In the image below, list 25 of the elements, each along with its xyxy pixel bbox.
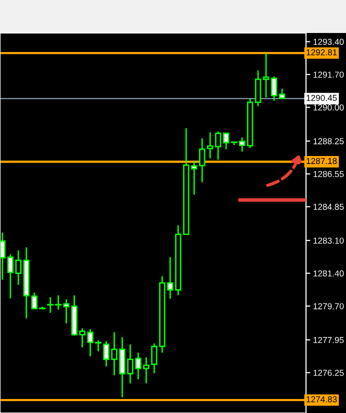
y-tick-label: 1279.70	[314, 303, 344, 310]
ref-line-label: 1274.83	[306, 396, 337, 402]
candlestick	[23, 247, 30, 318]
y-tick-label: 1286.55	[314, 170, 344, 178]
y-tick-label: 1283.10	[314, 238, 344, 244]
y-tick-label: 1293.40	[314, 38, 344, 45]
candlestick	[15, 250, 22, 285]
ref-line-label: 1292.81	[306, 49, 337, 56]
candlestick	[215, 132, 222, 160]
candlestick	[262, 53, 270, 98]
candlestick	[199, 138, 206, 182]
ref-line-label: 1287.18	[306, 158, 337, 164]
candlestick	[254, 70, 262, 106]
ref-line-label: 1290.45	[306, 94, 337, 101]
candlestick	[7, 254, 14, 298]
y-tick-label: 1290.00	[314, 104, 344, 111]
y-tick-label: 1276.25	[314, 370, 344, 376]
y-tick-label: 1284.85	[314, 204, 344, 210]
y-tick-label: 1291.70	[314, 72, 344, 78]
y-tick-label: 1277.95	[314, 336, 344, 344]
y-tick-label: 1281.40	[314, 270, 344, 276]
candlestick	[191, 161, 198, 195]
y-tick-label: 1288.25	[314, 138, 344, 144]
candlestick	[207, 132, 214, 158]
candlestick	[246, 98, 254, 148]
